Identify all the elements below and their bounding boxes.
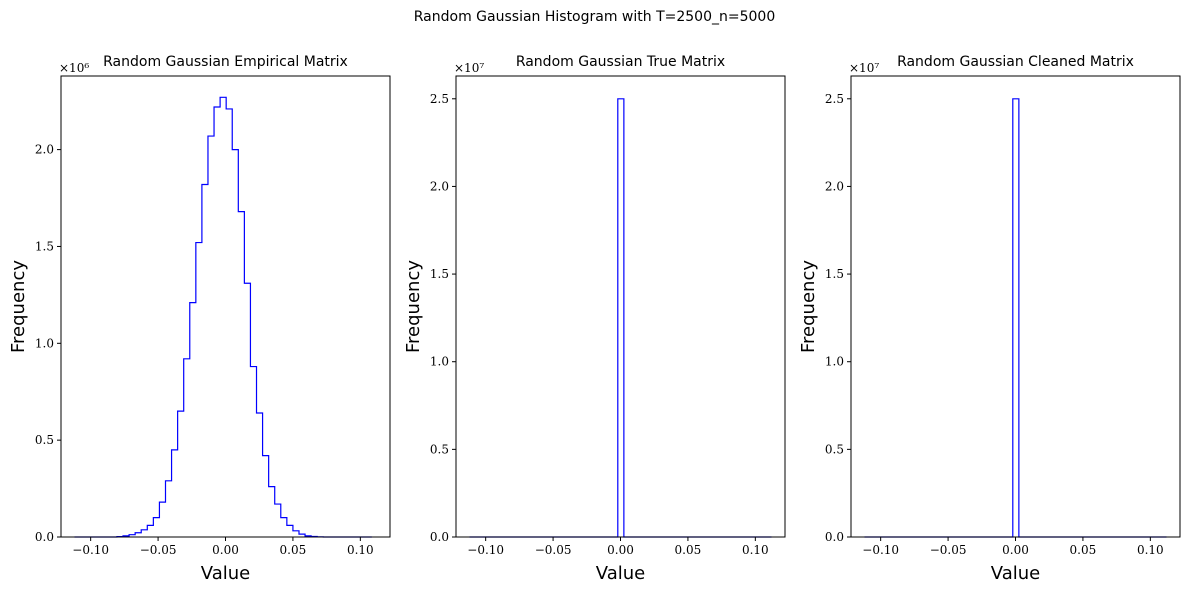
y-scale-offset: ×10⁷	[849, 61, 879, 75]
subplot-title: Random Gaussian Empirical Matrix	[103, 54, 348, 70]
y-tick-label: 1.5	[430, 267, 449, 281]
subplots: −0.10 −0.05 0.00 0.05 0.10 0.0 0.5 1.0 1.5 2.0 ×10…	[8, 54, 1181, 584]
y-tick-label: 1.0	[35, 336, 54, 350]
x-tick-label: 0.05	[1070, 543, 1097, 557]
x-axis-label: Value	[201, 563, 250, 584]
axes-frame	[850, 75, 1181, 538]
subplot-1: −0.10 −0.05 0.00 0.05 0.10 0.0 0.5 1.0 1.5 2.0 ×10…	[8, 54, 391, 584]
x-tick-label: 0.05	[280, 543, 307, 557]
y-axis-label: Frequency	[8, 260, 29, 353]
y-tick-label: 2.0	[35, 143, 54, 157]
histogram-step	[74, 96, 372, 538]
axes-frame	[60, 75, 391, 538]
x-tick-label: −0.05	[140, 543, 177, 557]
y-tick-label: 2.0	[430, 179, 449, 193]
x-tick-label: 0.10	[1137, 543, 1164, 557]
histogram-step	[469, 98, 772, 538]
x-tick-label: −0.05	[930, 543, 967, 557]
x-tick-label: −0.10	[467, 543, 504, 557]
y-tick-label: 0.0	[35, 530, 54, 544]
y-scale-offset: ×10⁷	[454, 61, 484, 75]
x-tick-label: 0.05	[675, 543, 702, 557]
y-tick-label: 1.5	[35, 239, 54, 253]
x-axis-label: Value	[991, 563, 1040, 584]
x-tick-label: 0.00	[212, 543, 239, 557]
x-tick-label: −0.05	[535, 543, 572, 557]
x-tick-label: 0.10	[347, 543, 374, 557]
histogram-step	[864, 98, 1167, 538]
y-tick-label: 1.0	[430, 355, 449, 369]
x-axis-label: Value	[596, 563, 645, 584]
y-scale-offset: ×10⁶	[59, 61, 89, 75]
subplot-2: −0.10 −0.05 0.00 0.05 0.10 0.0 0.5 1.0 1.5 2.0 2.5…	[403, 54, 786, 584]
y-tick-label: 0.0	[825, 530, 844, 544]
x-tick-label: 0.00	[607, 543, 634, 557]
subplot-title: Random Gaussian True Matrix	[516, 54, 725, 70]
x-tick-label: −0.10	[862, 543, 899, 557]
x-tick-label: 0.00	[1002, 543, 1029, 557]
y-tick-label: 0.5	[825, 442, 844, 456]
subplot-3: −0.10 −0.05 0.00 0.05 0.10 0.0 0.5 1.0 1.5 2.0 2.5…	[798, 54, 1181, 584]
figure-suptitle: Random Gaussian Histogram with T=2500_n=…	[414, 9, 775, 25]
y-tick-label: 2.0	[825, 179, 844, 193]
x-tick-label: 0.10	[742, 543, 769, 557]
y-tick-label: 0.5	[430, 442, 449, 456]
axes-frame	[455, 75, 786, 538]
y-tick-label: 0.0	[430, 530, 449, 544]
subplot-title: Random Gaussian Cleaned Matrix	[897, 54, 1134, 70]
y-axis-label: Frequency	[403, 260, 424, 353]
y-tick-label: 0.5	[35, 433, 54, 447]
y-tick-label: 1.5	[825, 267, 844, 281]
x-tick-label: −0.10	[72, 543, 109, 557]
y-axis-label: Frequency	[798, 260, 819, 353]
y-tick-label: 2.5	[825, 92, 844, 106]
y-tick-label: 2.5	[430, 92, 449, 106]
y-tick-label: 1.0	[825, 355, 844, 369]
